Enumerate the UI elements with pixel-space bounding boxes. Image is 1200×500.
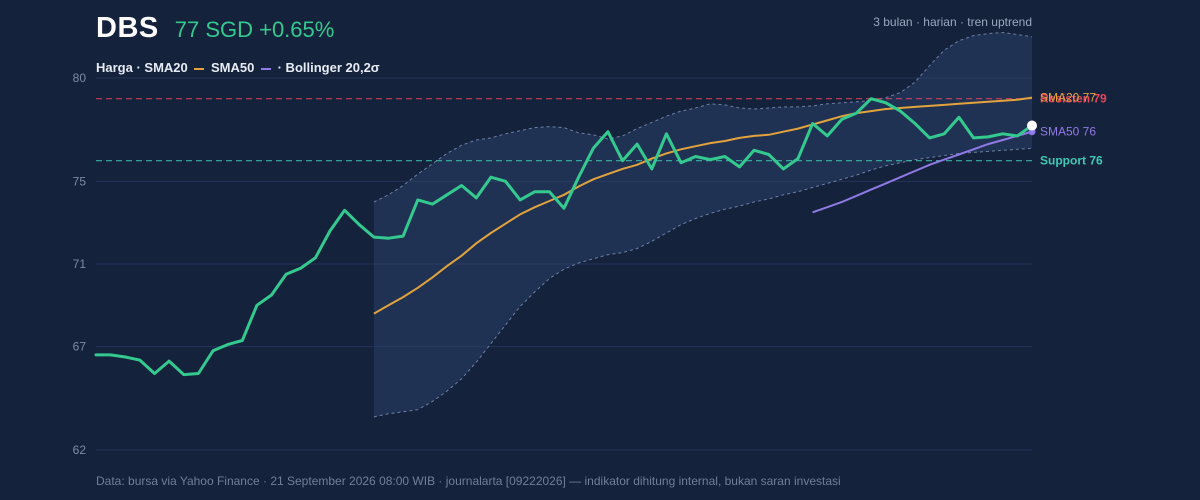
legend-bollinger-swatch	[260, 67, 271, 70]
legend-price-sma20: Harga · SMA20	[96, 60, 188, 75]
sma20-end-label: SMA20 77	[1040, 91, 1096, 105]
support-label: Support 76	[1040, 154, 1103, 168]
sma20-line	[373, 96, 1033, 315]
y-tick-label: 67	[73, 340, 87, 354]
y-tick-label: 75	[73, 174, 87, 188]
bollinger-band-area	[373, 32, 1032, 417]
footer-source: Data: bursa via Yahoo Finance · 21 Septe…	[96, 474, 841, 488]
price-line	[94, 97, 1034, 377]
legend-sma50-swatch	[194, 67, 205, 70]
legend-sma50: SMA50	[211, 60, 255, 75]
y-tick-label: 62	[73, 443, 87, 457]
chart-meta: 3 bulan · harian · tren uptrend	[873, 15, 1032, 29]
bollinger-upper-line	[373, 31, 1033, 203]
chart-header: DBS 77 SGD +0.65%	[96, 12, 334, 45]
price-end-marker	[1027, 120, 1037, 131]
y-tick-label: 80	[73, 71, 87, 85]
ticker-symbol: DBS	[96, 12, 159, 44]
legend-bollinger: · Bollinger 20,2σ	[277, 60, 380, 75]
resistance-label: Resisten 79	[1040, 92, 1107, 106]
sma50-line	[812, 130, 1033, 214]
chart-legend: Harga · SMA20 SMA50 · Bollinger 20,2σ	[96, 60, 380, 75]
sma50-end-label: SMA50 76	[1040, 125, 1096, 139]
y-tick-label: 71	[73, 257, 87, 271]
bollinger-lower-line	[373, 147, 1033, 418]
price-change: 77 SGD +0.65%	[174, 17, 335, 42]
